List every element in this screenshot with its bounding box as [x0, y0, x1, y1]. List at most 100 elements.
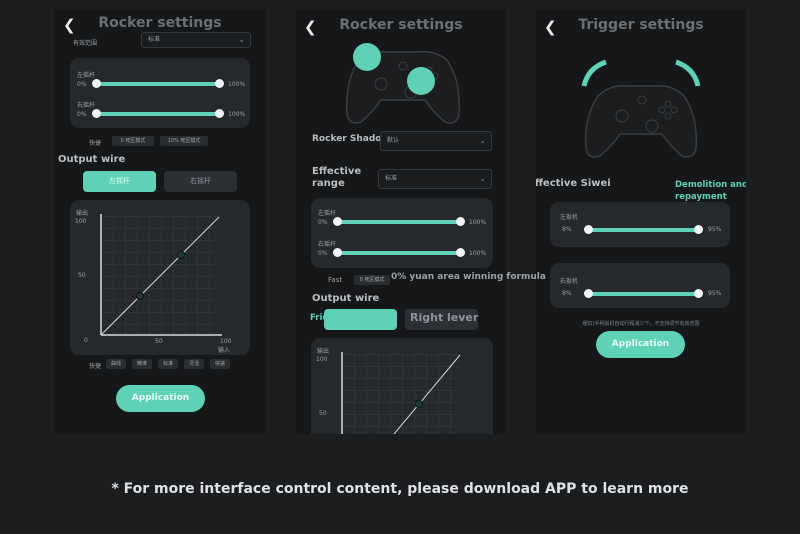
effective-range-dropdown[interactable]: 标准 ⌄ [141, 32, 251, 48]
left-stick-slider-track[interactable] [337, 220, 461, 224]
effective-siwei-label: Effective Siwei [536, 178, 611, 189]
rocker-range-panel: 左摇杆 0% 100% 右摇杆 0% 100% [70, 58, 250, 128]
slider-max: 95% [708, 226, 722, 233]
slider-max-handle[interactable] [456, 248, 465, 257]
slider-min-handle[interactable] [333, 217, 342, 226]
slider-max-handle[interactable] [215, 109, 224, 118]
rocker-settings-screen-2: ❮ Rocker settings Rocker Shadow 默认 ⌄ Eff… [296, 10, 506, 434]
slider-label: 左摇杆 [318, 210, 337, 217]
back-arrow-icon[interactable]: ❮ [544, 18, 557, 36]
tab-right-stick[interactable] [405, 309, 478, 330]
right-trigger-panel: 右扳机 8% 95% [550, 263, 730, 308]
chevron-down-icon: ⌄ [238, 35, 245, 44]
right-trigger-highlight [675, 59, 701, 87]
slider-min: 8% [562, 290, 572, 297]
curve-chip[interactable]: 快速 [210, 359, 230, 369]
y-tick-100: 100 [75, 218, 87, 225]
slider-max-handle[interactable] [694, 225, 703, 234]
curve-control-point[interactable] [415, 400, 423, 408]
slider-label: 左摇杆 [77, 72, 96, 79]
slider-min: 0% [318, 219, 328, 226]
slider-max: 100% [228, 81, 246, 88]
rocker-shadow-dropdown[interactable]: 默认 ⌄ [380, 131, 492, 151]
y-tick-50: 50 [78, 272, 86, 279]
left-trigger-highlight [581, 59, 607, 87]
output-wire-heading: Output wire [312, 293, 380, 304]
slider-label: 右扳机 [560, 278, 579, 285]
slider-min-handle[interactable] [584, 225, 593, 234]
right-trigger-slider-track[interactable] [588, 292, 698, 296]
application-button[interactable]: Application [596, 331, 685, 358]
slider-min-handle[interactable] [584, 289, 593, 298]
curve-chip[interactable]: 曲线 [106, 359, 126, 369]
rocker-range-panel: 左摇杆 0% 100% 右摇杆 0% 100% [311, 198, 493, 268]
slider-label: 右摇杆 [77, 102, 96, 109]
page-title: Rocker settings [98, 15, 222, 31]
right-stick-slider-track[interactable] [337, 251, 461, 255]
fast-chip[interactable]: 0 死区模式 [354, 275, 390, 285]
chart-grid [342, 354, 460, 434]
tab-left-label[interactable]: Friends Rocker [310, 313, 382, 323]
slider-max: 100% [469, 219, 487, 226]
slider-min-handle[interactable] [333, 248, 342, 257]
slider-min: 0% [318, 250, 328, 257]
left-stick-slider-track[interactable] [96, 82, 220, 86]
left-stick-highlight [353, 43, 381, 71]
dropdown-value: 标准 [385, 175, 398, 182]
slider-min: 8% [562, 226, 572, 233]
response-curve[interactable] [98, 214, 222, 338]
dropdown-value: 默认 [387, 137, 400, 144]
curve-chart-panel: 输出 100 50 [311, 338, 493, 434]
chart-x-label: 输入 [218, 347, 231, 354]
slider-min-handle[interactable] [92, 109, 101, 118]
slider-max: 100% [469, 250, 487, 257]
slider-max: 100% [228, 111, 246, 118]
effective-range-dropdown[interactable]: 标准 ⌄ [378, 169, 492, 189]
x-tick-100: 100 [220, 338, 232, 345]
quick-chip[interactable]: 0 死区模式 [112, 136, 154, 146]
curve-chip[interactable]: 灵活 [184, 359, 204, 369]
slider-label: 左扳机 [560, 214, 579, 221]
effective-range-label: 有效范围 [73, 40, 98, 47]
right-stick-slider-track[interactable] [96, 112, 220, 116]
dropdown-value: 标准 [148, 36, 161, 43]
slider-max-handle[interactable] [456, 217, 465, 226]
application-button[interactable]: Application [116, 385, 205, 412]
back-arrow-icon[interactable]: ❮ [304, 18, 317, 36]
left-trigger-slider-track[interactable] [588, 228, 698, 232]
right-stick-highlight [407, 67, 435, 95]
chart-y-label: 输出 [317, 348, 330, 355]
footer-note: * For more interface control content, pl… [111, 481, 689, 497]
tab-left-stick[interactable] [324, 309, 397, 330]
chart-y-label: 输出 [76, 210, 89, 217]
back-arrow-icon[interactable]: ❮ [63, 16, 76, 34]
y-tick-50: 50 [319, 410, 327, 417]
curve-control-point[interactable] [136, 292, 144, 300]
chevron-down-icon: ⌄ [479, 174, 486, 183]
trigger-settings-screen: ❮ Trigger settings Effective Siwei Demol… [536, 10, 746, 434]
slider-max-handle[interactable] [694, 289, 703, 298]
response-curve[interactable] [339, 352, 463, 434]
dead-zone-overlay-text: 0% yuan area winning formula [391, 272, 546, 282]
quick-label: 快捷 [89, 140, 102, 147]
left-trigger-panel: 左扳机 8% 95% [550, 202, 730, 247]
effective-range-label: Effective range [312, 166, 362, 189]
tab-right-label[interactable]: Right lever [410, 311, 479, 324]
slider-min-handle[interactable] [92, 79, 101, 88]
curve-control-point[interactable] [177, 251, 185, 259]
slider-min: 0% [77, 111, 87, 118]
curve-chip[interactable]: 精准 [132, 359, 152, 369]
fast-label: Fast [328, 276, 343, 284]
tab-left-stick[interactable]: 左摇杆 [83, 171, 156, 192]
curve-quick-label: 快捷 [89, 363, 102, 370]
slider-label: 右摇杆 [318, 241, 337, 248]
tab-right-stick[interactable]: 右摇杆 [164, 171, 237, 192]
page-title: Trigger settings [578, 17, 704, 33]
rocker-settings-screen-1: ❮ Rocker settings 有效范围 标准 ⌄ 左摇杆 0% 100% … [55, 10, 265, 434]
page-title: Rocker settings [339, 17, 463, 33]
gamepad-trigger-illustration [581, 59, 701, 158]
slider-max-handle[interactable] [215, 79, 224, 88]
output-wire-heading: Output wire [58, 154, 126, 165]
quick-chip[interactable]: 10% 死区模式 [160, 136, 208, 146]
curve-chip[interactable]: 标准 [158, 359, 178, 369]
